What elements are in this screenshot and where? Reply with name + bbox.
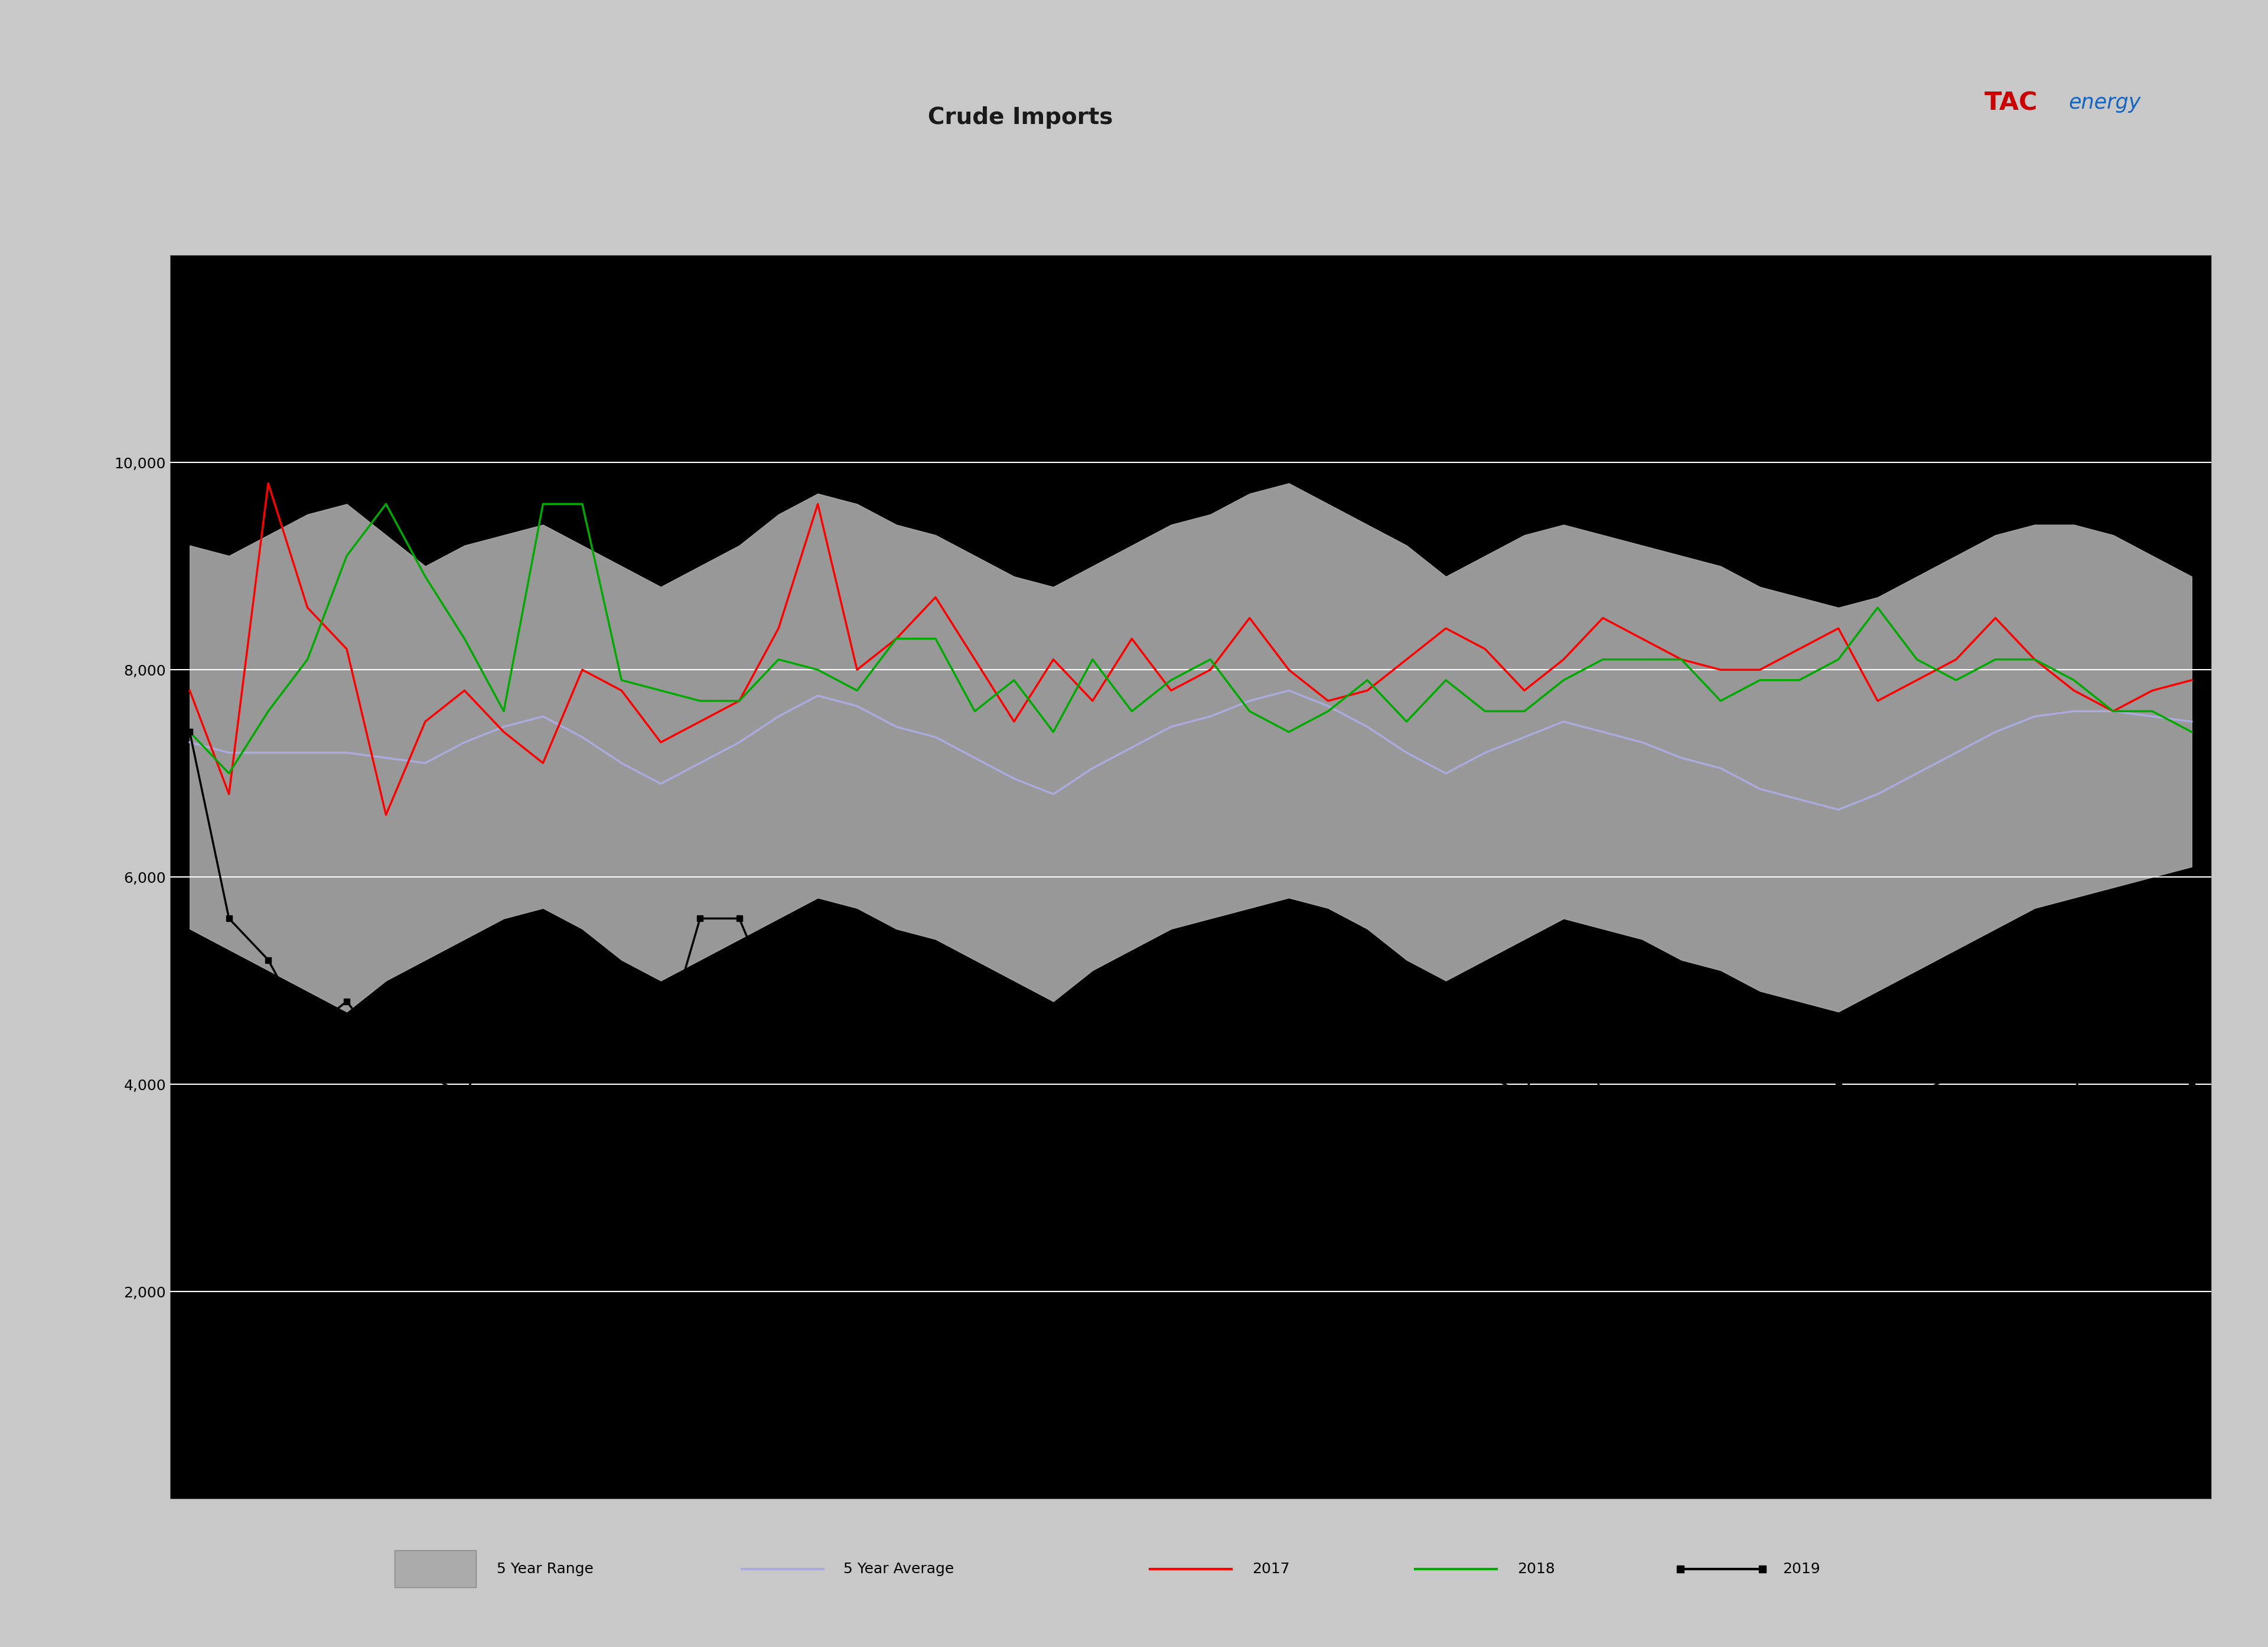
Text: 2018: 2018 [1517, 1561, 1556, 1576]
Text: TAC: TAC [1984, 91, 2039, 115]
Text: 2017: 2017 [1252, 1561, 1290, 1576]
Text: energy: energy [2068, 92, 2141, 112]
Bar [395, 1550, 476, 1588]
Text: Crude Imports: Crude Imports [928, 107, 1114, 128]
Text: 5 Year Range: 5 Year Range [497, 1561, 594, 1576]
Text: 5 Year Average: 5 Year Average [844, 1561, 955, 1576]
Text: 2019: 2019 [1783, 1561, 1821, 1576]
